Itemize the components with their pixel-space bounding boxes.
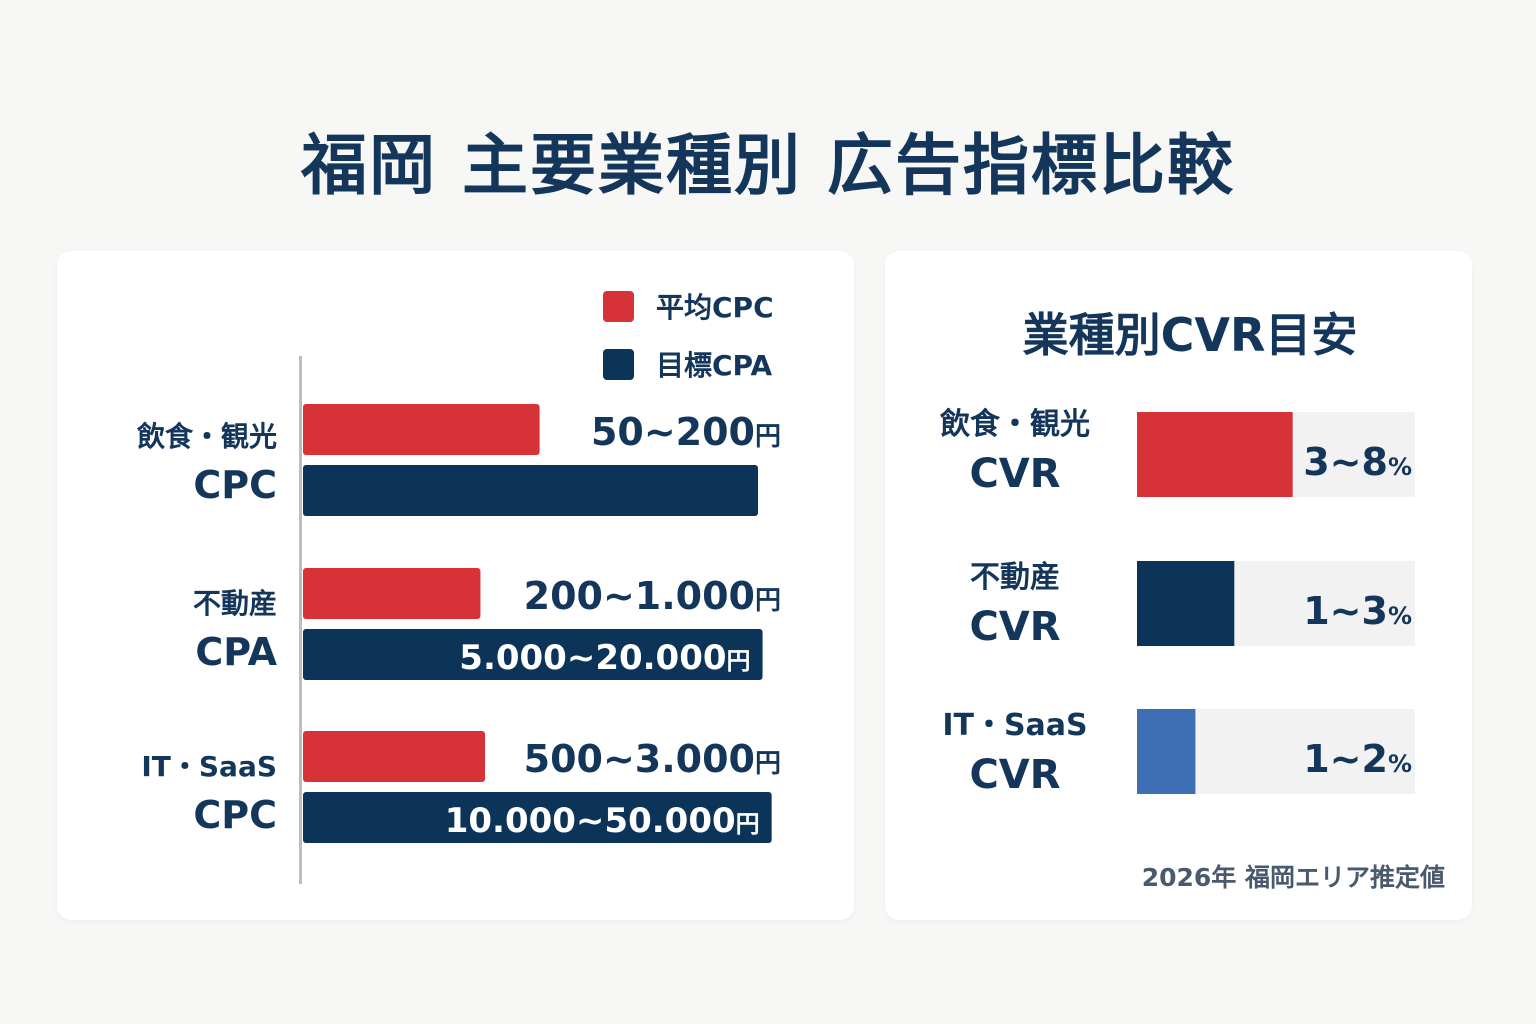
cpa-bar (303, 792, 772, 843)
cvr-metric: CVR (969, 752, 1061, 798)
category-label-it-saas: IT・SaaS CPC (97, 747, 277, 843)
cvr-category-name: 不動産 (970, 560, 1060, 595)
cvr-chart-title: 業種別CVR目安 (1022, 308, 1358, 362)
legend-label-cpc: 平均CPC (656, 291, 774, 324)
category-label-restaurant: 飲食・観光 CPC (97, 417, 277, 513)
cvr-value-label: 1~2% (1303, 737, 1412, 781)
category-label-real-estate: 不動産 CPA (97, 584, 277, 680)
cpc-bar (303, 568, 481, 619)
cvr-label-it-saas: IT・SaaS CVR (925, 706, 1105, 804)
cvr-chart-card: 3~8% 1~3% 1~2% 業種別CVR目安 飲食・観光 CVR 不動産 CVR … (885, 251, 1472, 920)
cvr-bar (1137, 412, 1293, 497)
footnote: 2026年 福岡エリア推定値 (1141, 863, 1445, 892)
cpa-bar (303, 465, 758, 516)
category-name: 飲食・観光 (136, 420, 277, 453)
legend-label-cpa: 目標CPA (656, 349, 773, 382)
cpc-bar (303, 731, 485, 782)
chart-legend: 平均CPC 目標CPA (603, 290, 774, 407)
category-metric: CPC (193, 793, 277, 837)
category-name: 不動産 (192, 587, 277, 620)
cvr-bar (1137, 709, 1196, 794)
cpc-cpa-bar-chart: 50~200円 200~1.000円 5.000~20.000円 500~3.000円… (299, 356, 781, 884)
category-metric: CPC (193, 463, 277, 507)
cpa-bar (303, 629, 763, 680)
cpc-value-label: 50~200円 (591, 410, 781, 454)
cpa-value-label: 10.000~50.000円 (445, 801, 760, 841)
category-name: IT・SaaS (141, 750, 277, 783)
cvr-bar-chart: 3~8% 1~3% 1~2% (1137, 412, 1415, 794)
cpa-value-label: 5.000~20.000円 (459, 638, 750, 678)
category-metric: CPA (195, 630, 277, 674)
cvr-value-label: 3~8% (1303, 440, 1412, 484)
cvr-metric: CVR (969, 604, 1061, 650)
legend-item-cpc: 平均CPC (603, 290, 774, 324)
legend-swatch-cpc (603, 290, 634, 322)
cvr-label-restaurant: 飲食・観光 CVR (925, 405, 1105, 503)
cpc-value-label: 200~1.000円 (524, 574, 781, 618)
cvr-bar (1137, 561, 1235, 646)
cvr-label-real-estate: 不動産 CVR (925, 558, 1105, 656)
legend-swatch-cpa (603, 348, 634, 380)
legend-item-cpa: 目標CPA (603, 348, 774, 382)
cpc-value-label: 500~3.000円 (524, 737, 781, 781)
cvr-category-name: 飲食・観光 (940, 407, 1090, 442)
cpc-bar (303, 404, 540, 455)
ad-metrics-chart-card: 50~200円 200~1.000円 5.000~20.000円 500~3.000円… (57, 251, 854, 920)
cvr-category-name: IT・SaaS (942, 708, 1088, 743)
page-title: 福岡 主要業種別 広告指標比較 (301, 127, 1235, 204)
cvr-metric: CVR (969, 451, 1061, 497)
cvr-value-label: 1~3% (1303, 589, 1412, 633)
